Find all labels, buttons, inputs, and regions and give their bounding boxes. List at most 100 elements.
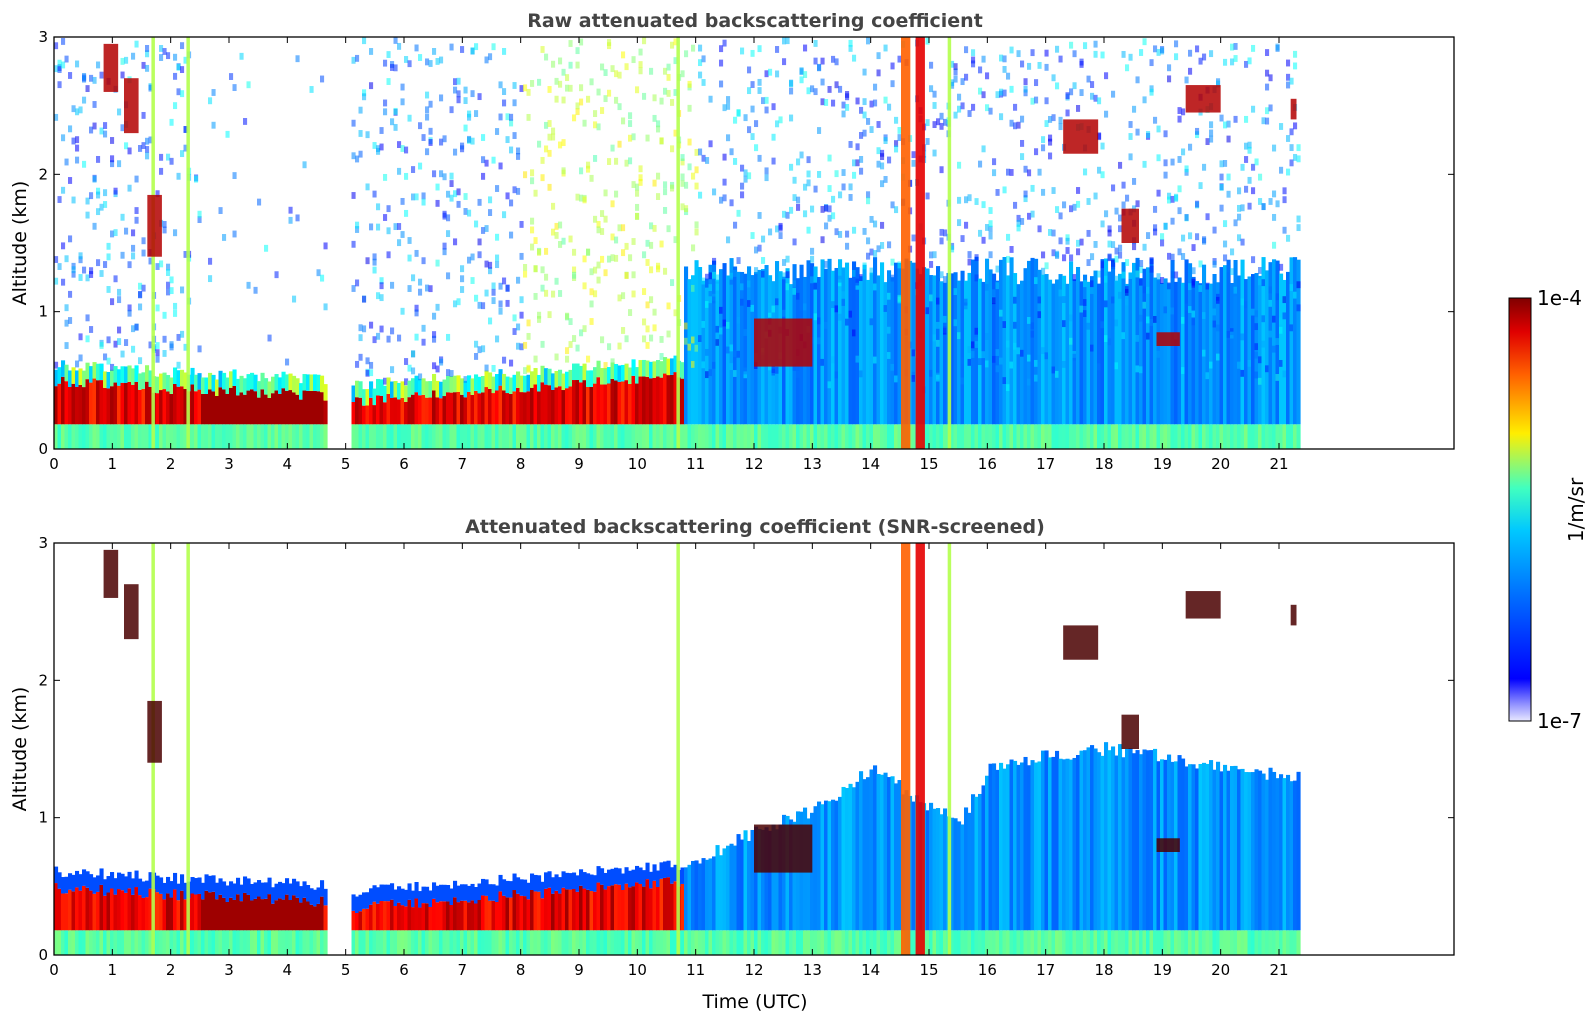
noise-cell bbox=[925, 119, 930, 127]
noise-cell bbox=[1002, 186, 1007, 194]
noise-cell bbox=[628, 112, 633, 120]
boundary-layer-cell bbox=[313, 390, 318, 425]
layer-top-cell bbox=[530, 873, 535, 890]
noise-cell bbox=[1254, 351, 1259, 359]
noise-cell bbox=[1058, 116, 1063, 124]
noise-cell bbox=[1037, 311, 1042, 319]
surface-layer-cell bbox=[271, 424, 276, 449]
noise-cell bbox=[775, 46, 780, 53]
layer-top-cell bbox=[225, 377, 230, 395]
noise-cell bbox=[981, 236, 986, 244]
surface-layer-cell bbox=[1174, 930, 1179, 955]
noise-cell bbox=[1114, 255, 1119, 263]
noise-cell bbox=[533, 189, 538, 197]
layer-top-cell bbox=[316, 887, 321, 904]
lower-troposphere-cell bbox=[1153, 748, 1158, 931]
surface-layer-cell bbox=[491, 424, 496, 449]
surface-layer-cell bbox=[1132, 930, 1137, 955]
top-heatmap bbox=[54, 37, 1301, 449]
surface-layer-cell bbox=[1293, 930, 1298, 955]
lower-troposphere-cell bbox=[1149, 258, 1154, 425]
noise-cell bbox=[96, 61, 101, 69]
layer-top-cell bbox=[463, 380, 468, 398]
noise-cell bbox=[981, 145, 986, 153]
noise-cell bbox=[1121, 201, 1126, 209]
lower-troposphere-cell bbox=[929, 275, 934, 425]
surface-layer-cell bbox=[519, 930, 524, 955]
noise-cell bbox=[1167, 64, 1172, 72]
lower-troposphere-cell bbox=[845, 788, 850, 931]
boundary-layer-cell bbox=[239, 901, 244, 931]
noise-cell bbox=[1163, 130, 1168, 138]
layer-top-cell bbox=[652, 864, 657, 881]
noise-cell bbox=[1223, 254, 1228, 262]
layer-top-cell bbox=[407, 380, 412, 398]
boundary-layer-cell bbox=[523, 896, 528, 931]
noise-cell bbox=[404, 146, 409, 154]
surface-layer-cell bbox=[803, 930, 808, 955]
surface-layer-cell bbox=[351, 424, 356, 449]
noise-cell bbox=[502, 277, 507, 285]
layer-top-cell bbox=[351, 385, 356, 402]
surface-layer-cell bbox=[85, 424, 90, 449]
noise-cell bbox=[684, 181, 689, 189]
lower-troposphere-cell bbox=[1093, 270, 1098, 425]
boundary-layer-cell bbox=[491, 393, 496, 425]
noise-cell bbox=[376, 223, 381, 231]
noise-cell bbox=[680, 203, 685, 211]
surface-layer-cell bbox=[974, 930, 979, 955]
x-tick-label: 19 bbox=[1153, 455, 1172, 473]
noise-cell bbox=[92, 222, 97, 230]
noise-cell bbox=[495, 128, 500, 135]
noise-cell bbox=[820, 57, 825, 65]
noise-cell bbox=[1156, 125, 1161, 133]
noise-cell bbox=[1048, 134, 1053, 142]
layer-top-cell bbox=[572, 363, 577, 381]
surface-layer-cell bbox=[1069, 930, 1074, 955]
boundary-layer-cell bbox=[369, 397, 374, 425]
noise-cell bbox=[645, 325, 650, 333]
boundary-layer-cell bbox=[92, 893, 97, 931]
boundary-layer-cell bbox=[519, 895, 524, 931]
noise-cell bbox=[481, 345, 486, 353]
lower-troposphere-cell bbox=[880, 774, 885, 931]
surface-layer-cell bbox=[218, 424, 223, 449]
noise-cell bbox=[519, 220, 524, 228]
surface-layer-cell bbox=[495, 930, 500, 955]
noise-cell bbox=[817, 337, 822, 345]
noise-cell bbox=[71, 105, 76, 113]
surface-layer-cell bbox=[1044, 930, 1049, 955]
surface-layer-cell bbox=[260, 930, 265, 955]
surface-layer-cell bbox=[1195, 930, 1200, 955]
noise-cell bbox=[1289, 128, 1294, 136]
noise-cell bbox=[1153, 228, 1158, 236]
surface-layer-cell bbox=[1146, 930, 1151, 955]
noise-cell bbox=[582, 282, 587, 290]
surface-layer-cell bbox=[813, 424, 818, 449]
boundary-layer-cell bbox=[460, 394, 465, 425]
layer-top-cell bbox=[635, 367, 640, 384]
x-tick-label: 1 bbox=[108, 455, 118, 473]
surface-layer-cell bbox=[505, 930, 510, 955]
surface-layer-cell bbox=[1062, 424, 1067, 449]
noise-cell bbox=[131, 325, 136, 333]
noise-cell bbox=[957, 161, 962, 169]
noise-cell bbox=[68, 317, 73, 324]
noise-cell bbox=[159, 167, 164, 175]
surface-layer-cell bbox=[435, 424, 440, 449]
lower-troposphere-cell bbox=[1002, 768, 1007, 931]
surface-layer-cell bbox=[453, 930, 458, 955]
surface-layer-cell bbox=[554, 424, 559, 449]
noise-cell bbox=[1044, 63, 1049, 71]
lower-troposphere-cell bbox=[1237, 275, 1242, 425]
layer-top-cell bbox=[421, 378, 426, 395]
noise-cell bbox=[537, 140, 542, 148]
noise-cell bbox=[652, 324, 657, 332]
noise-cell bbox=[1226, 190, 1231, 198]
layer-top-cell bbox=[586, 873, 591, 890]
surface-layer-cell bbox=[243, 930, 248, 955]
boundary-layer-cell bbox=[355, 397, 360, 425]
layer-top-cell bbox=[390, 381, 395, 398]
boundary-layer-cell bbox=[656, 376, 661, 425]
noise-cell bbox=[558, 141, 563, 149]
